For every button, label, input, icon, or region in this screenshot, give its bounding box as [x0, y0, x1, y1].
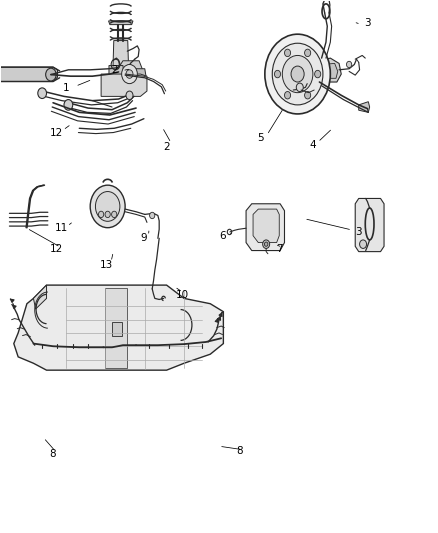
Polygon shape	[0, 67, 57, 82]
Text: 12: 12	[50, 127, 63, 138]
Polygon shape	[246, 204, 285, 251]
Circle shape	[126, 91, 133, 100]
Polygon shape	[355, 198, 384, 252]
Circle shape	[263, 240, 270, 248]
Circle shape	[346, 61, 352, 68]
Circle shape	[360, 240, 367, 248]
Polygon shape	[112, 322, 122, 336]
Polygon shape	[106, 288, 127, 368]
Circle shape	[90, 185, 125, 228]
Polygon shape	[321, 63, 338, 78]
Circle shape	[283, 55, 313, 93]
Text: 6: 6	[219, 231, 226, 241]
Circle shape	[38, 88, 46, 99]
Text: 8: 8	[49, 449, 56, 458]
Polygon shape	[113, 41, 129, 70]
Text: 3: 3	[355, 227, 362, 237]
Text: 12: 12	[50, 244, 63, 254]
Circle shape	[150, 212, 155, 219]
Circle shape	[95, 191, 120, 221]
Text: 5: 5	[258, 133, 264, 143]
Polygon shape	[316, 58, 341, 82]
Circle shape	[314, 70, 321, 78]
Circle shape	[272, 43, 323, 105]
Circle shape	[304, 92, 311, 99]
Text: 3: 3	[364, 18, 371, 28]
Text: 9: 9	[141, 233, 147, 244]
Polygon shape	[14, 285, 223, 370]
Text: 2: 2	[163, 142, 170, 152]
Polygon shape	[109, 66, 124, 78]
Polygon shape	[101, 74, 147, 96]
Text: 7: 7	[276, 244, 283, 254]
Circle shape	[112, 211, 117, 217]
Polygon shape	[109, 21, 133, 25]
Text: 1: 1	[63, 83, 70, 93]
Circle shape	[285, 92, 290, 99]
Circle shape	[126, 70, 133, 78]
Text: 8: 8	[237, 446, 243, 456]
Text: 13: 13	[100, 260, 113, 270]
Polygon shape	[253, 209, 279, 243]
Circle shape	[296, 83, 303, 92]
Text: 2: 2	[111, 65, 117, 75]
Circle shape	[275, 70, 281, 78]
Circle shape	[265, 34, 330, 114]
Polygon shape	[359, 102, 370, 112]
Circle shape	[291, 66, 304, 82]
Polygon shape	[134, 69, 146, 84]
Circle shape	[99, 211, 104, 217]
Circle shape	[64, 100, 73, 110]
Circle shape	[105, 211, 110, 217]
Circle shape	[122, 64, 138, 84]
Text: 10: 10	[175, 289, 188, 300]
Circle shape	[285, 49, 290, 56]
Text: 11: 11	[54, 223, 67, 233]
Circle shape	[46, 68, 56, 81]
Polygon shape	[117, 61, 143, 85]
Circle shape	[265, 242, 268, 246]
Polygon shape	[33, 285, 46, 309]
Text: 4: 4	[310, 140, 316, 150]
Circle shape	[304, 49, 311, 56]
